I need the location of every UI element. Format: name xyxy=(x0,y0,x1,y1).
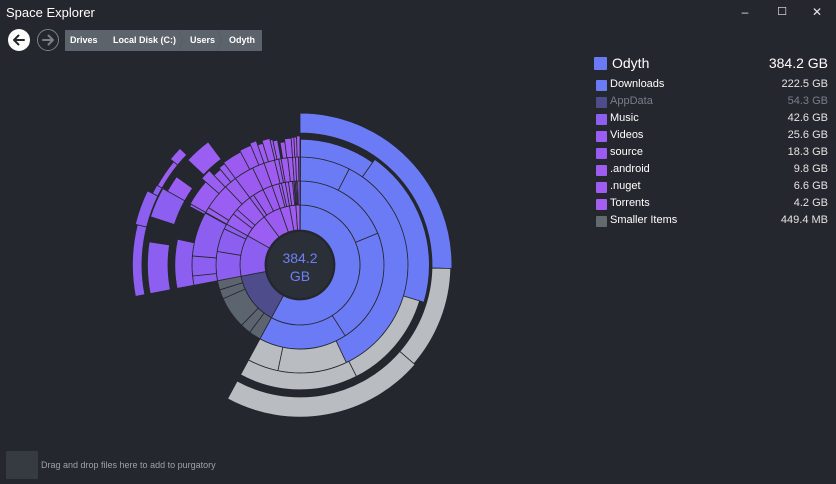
arrow-right-icon xyxy=(41,34,54,45)
purgatory-drop-zone[interactable] xyxy=(6,451,38,479)
legend-item[interactable]: AppData 54.3 GB xyxy=(594,94,830,110)
segment-videos-child[interactable] xyxy=(166,176,194,202)
segment-music-child[interactable] xyxy=(147,241,171,295)
legend-swatch xyxy=(596,216,607,227)
legend-item-name: Music xyxy=(610,112,639,124)
maximize-button[interactable]: ☐ xyxy=(777,6,787,18)
legend-swatch xyxy=(596,199,607,210)
legend-swatch xyxy=(596,114,607,125)
close-button[interactable]: ✕ xyxy=(811,5,823,19)
legend-item-name: Smaller Items xyxy=(610,214,678,226)
segment-downloads-child[interactable] xyxy=(240,359,357,391)
segment-music-child[interactable] xyxy=(215,250,242,282)
breadcrumb-odyth[interactable]: Odyth xyxy=(217,30,262,51)
legend-item-size: 54.3 GB xyxy=(787,95,828,107)
legend-item-size: 9.8 GB xyxy=(793,163,828,175)
back-button[interactable] xyxy=(8,29,30,51)
legend-item[interactable]: .android 9.8 GB xyxy=(594,162,830,178)
legend-item[interactable]: Videos 25.6 GB xyxy=(594,128,830,144)
legend-item[interactable]: Music 42.6 GB xyxy=(594,111,830,127)
center-value: 384.2 xyxy=(282,250,317,266)
legend-item-name: Torrents xyxy=(610,197,650,209)
forward-button[interactable] xyxy=(37,29,59,51)
segment-videos-child[interactable] xyxy=(169,147,188,166)
legend-swatch xyxy=(596,131,607,142)
app-title: Space Explorer xyxy=(6,5,95,20)
legend-item-name: source xyxy=(610,146,644,158)
purgatory-hint: Drag and drop files here to add to purga… xyxy=(41,460,216,470)
legend-item-name: .android xyxy=(610,163,650,175)
minimize-button[interactable]: – xyxy=(741,5,749,19)
segment-downloads-child[interactable] xyxy=(361,158,430,303)
legend-swatch xyxy=(596,97,607,108)
legend-root-name: Odyth xyxy=(612,55,650,71)
legend-item-size: 449.4 MB xyxy=(780,214,828,226)
segment-downloads-child[interactable] xyxy=(299,112,453,269)
legend-swatch xyxy=(594,57,607,70)
legend-item-name: Downloads xyxy=(610,78,665,90)
legend-item-size: 18.3 GB xyxy=(787,146,828,158)
title-bar: Space Explorer – ☐ ✕ xyxy=(0,0,836,24)
arrow-left-icon xyxy=(13,34,25,46)
breadcrumb-users[interactable]: Users xyxy=(178,30,222,51)
legend-item[interactable]: source 18.3 GB xyxy=(594,145,830,161)
legend-root[interactable]: Odyth 384.2 GB xyxy=(594,55,830,75)
legend-item-size: 4.2 GB xyxy=(793,197,828,209)
segment-downloads-child[interactable] xyxy=(227,350,416,418)
center-disc[interactable] xyxy=(267,232,333,298)
legend-item-size: 25.6 GB xyxy=(787,129,828,141)
legend-swatch xyxy=(596,182,607,193)
segment-music-child[interactable] xyxy=(174,238,195,289)
segment-music-child[interactable] xyxy=(191,255,217,277)
breadcrumb-local-disk[interactable]: Local Disk (C:) xyxy=(101,30,183,51)
legend-item[interactable]: Torrents 4.2 GB xyxy=(594,196,830,212)
legend-swatch xyxy=(596,165,607,176)
legend-swatch xyxy=(596,80,607,91)
legend-item-size: 222.5 GB xyxy=(781,78,828,90)
legend-item[interactable]: Downloads 222.5 GB xyxy=(594,77,830,93)
legend-item-name: .nuget xyxy=(610,180,641,192)
legend-item-name: AppData xyxy=(610,95,653,107)
segment-music-child[interactable] xyxy=(132,224,148,297)
center-unit: GB xyxy=(290,268,310,284)
segment-torrents-child[interactable] xyxy=(296,135,301,158)
legend-item[interactable]: Smaller Items 449.4 MB xyxy=(594,213,830,229)
legend-item-name: Videos xyxy=(610,129,644,141)
legend-item-size: 6.6 GB xyxy=(793,180,828,192)
legend-swatch xyxy=(596,148,607,159)
legend-item[interactable]: .nuget 6.6 GB xyxy=(594,179,830,195)
legend-root-size: 384.2 GB xyxy=(768,55,828,71)
segment-videos-child[interactable] xyxy=(187,141,222,176)
breadcrumb-drives[interactable]: Drives xyxy=(65,30,107,51)
legend-item-size: 42.6 GB xyxy=(787,112,828,124)
